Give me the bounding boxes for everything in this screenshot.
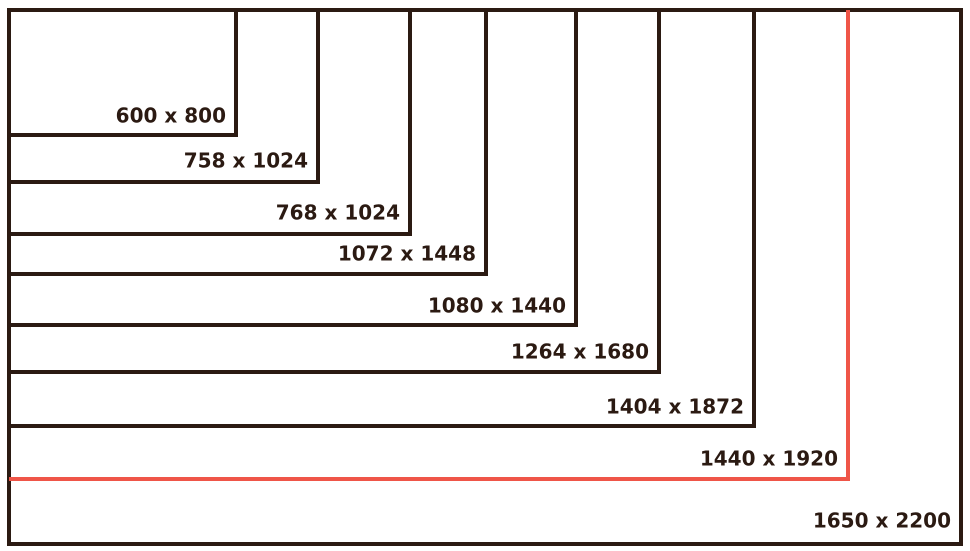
frame-label: 758 x 1024 bbox=[184, 149, 308, 173]
frame bbox=[9, 10, 488, 276]
frame bbox=[9, 10, 756, 428]
frame bbox=[9, 10, 578, 327]
frame-label: 1264 x 1680 bbox=[511, 340, 649, 364]
frame-label: 1650 x 2200 bbox=[813, 509, 951, 533]
frame-label: 1072 x 1448 bbox=[338, 242, 476, 266]
frames bbox=[7, 8, 963, 546]
frame-label: 1404 x 1872 bbox=[606, 395, 744, 419]
frame-label: 600 x 800 bbox=[116, 104, 226, 128]
frame bbox=[9, 10, 412, 236]
frame-label: 1440 x 1920 bbox=[700, 447, 838, 471]
frame-label: 768 x 1024 bbox=[276, 201, 400, 225]
frame-label: 1080 x 1440 bbox=[428, 294, 566, 318]
frame bbox=[9, 10, 850, 481]
frame bbox=[9, 10, 661, 374]
labels: 600 x 800 758 x 1024 768 x 1024 1072 x 1448… bbox=[116, 104, 951, 533]
frame bbox=[9, 10, 238, 137]
frame bbox=[9, 10, 320, 184]
